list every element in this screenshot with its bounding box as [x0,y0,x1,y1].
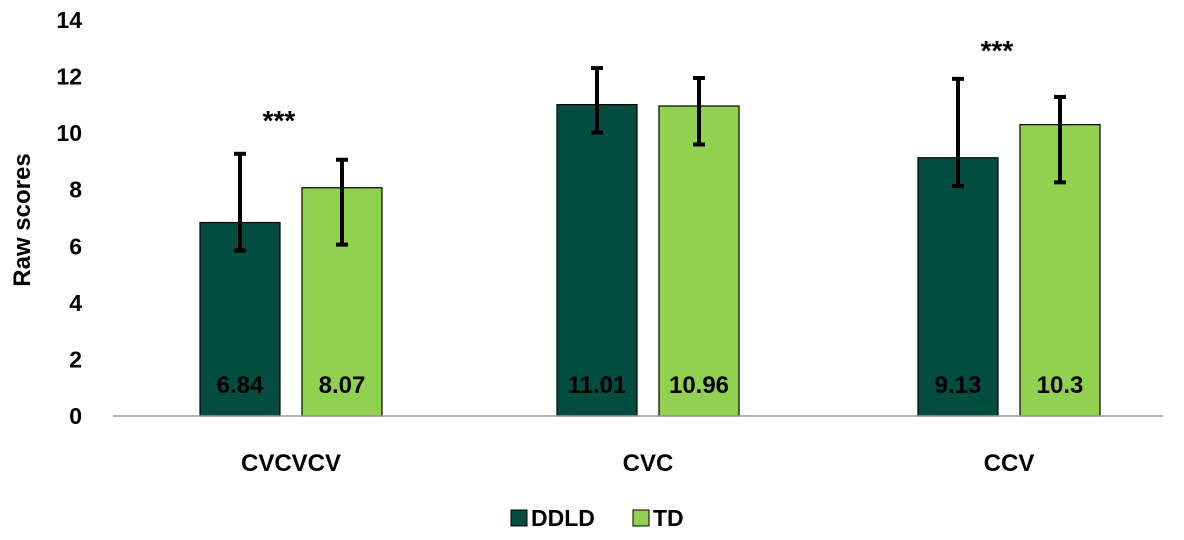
annotations-layer: *** *** [263,35,1014,136]
y-tick-label: 8 [69,177,82,203]
x-category-label: CCV [984,450,1035,477]
data-label: 8.07 [319,372,366,399]
x-category-label: CVCVCV [241,450,341,477]
data-label: 10.96 [669,372,729,399]
legend-label-ddld: DDLD [531,505,595,531]
y-tick-label: 10 [56,120,82,146]
legend-swatch-td [632,509,650,527]
legend: DDLD TD [510,505,684,531]
error-bars-layer [234,66,1066,253]
value-labels-layer: 6.84 11.01 9.13 8.07 10.96 10.3 [217,372,1084,399]
y-tick-label: 12 [56,64,82,90]
y-tick-label: 4 [69,290,82,316]
legend-label-td: TD [653,505,684,531]
bar-ddld-cvcvcv [199,221,281,417]
data-label: 6.84 [217,372,264,399]
bar-ddld-cvc [556,103,638,417]
y-tick-label: 14 [56,7,82,33]
y-axis-ticks: 0 2 4 6 8 10 12 14 [56,7,82,429]
bar-ddld-ccv [917,157,999,417]
data-label: 11.01 [568,372,627,399]
significance-marker: *** [981,35,1014,66]
x-axis-categories: CVCVCV CVC CCV [241,450,1034,477]
significance-marker: *** [263,105,296,136]
bars-layer [199,103,1101,417]
y-tick-label: 6 [69,233,82,259]
bar-td-cvc [658,105,740,417]
data-label: 9.13 [935,372,982,399]
y-axis-title: Raw scores [9,153,36,286]
data-label: 10.3 [1037,372,1084,399]
y-tick-label: 2 [69,346,82,372]
legend-swatch-ddld [510,509,528,527]
x-category-label: CVC [623,450,674,477]
y-tick-label: 0 [69,403,82,429]
